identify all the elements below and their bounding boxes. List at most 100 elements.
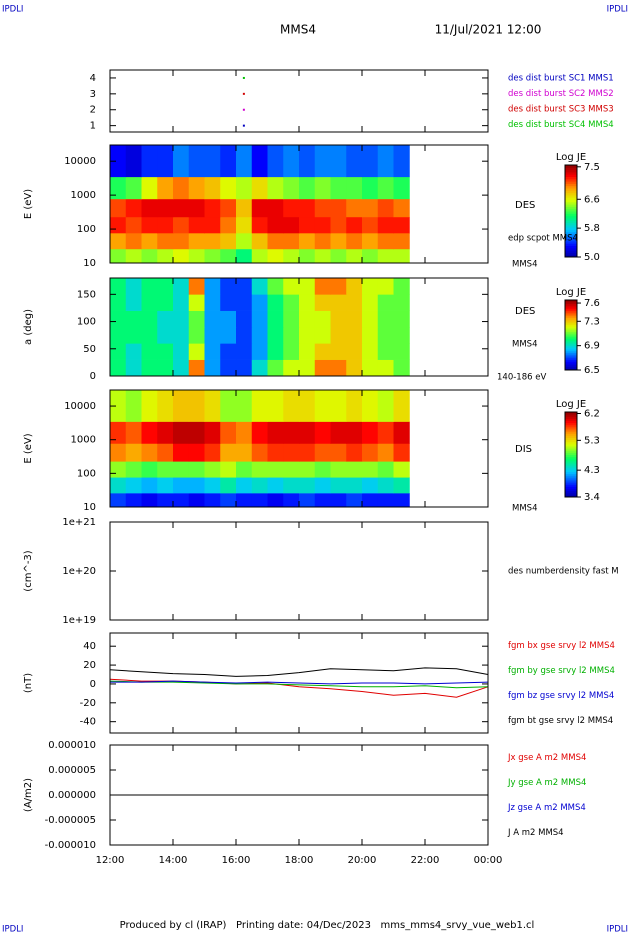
spectrogram-cell bbox=[377, 145, 394, 178]
colorbar-step bbox=[565, 319, 577, 322]
colorbar-step bbox=[565, 475, 577, 479]
spectrogram-cell bbox=[125, 248, 142, 264]
spectrogram-cell bbox=[173, 233, 190, 250]
colorbar-step bbox=[565, 359, 577, 362]
spectrogram-cell bbox=[141, 216, 158, 234]
colorbar-step bbox=[565, 227, 577, 230]
spectrogram-cell bbox=[283, 145, 300, 178]
colorbar-step bbox=[565, 217, 577, 221]
spectrogram-cell bbox=[204, 278, 221, 295]
spectrogram-cell bbox=[188, 145, 205, 178]
spectrogram-cell bbox=[125, 216, 142, 234]
spectrogram-cell bbox=[141, 443, 158, 462]
spectrogram-cell bbox=[251, 176, 268, 200]
spectrogram-cell bbox=[346, 278, 363, 295]
colorbar-step bbox=[565, 336, 577, 339]
colorbar-step bbox=[565, 361, 577, 364]
colorbar-step bbox=[565, 454, 577, 458]
spectrogram-cell bbox=[346, 390, 363, 422]
spectrogram-cell bbox=[267, 248, 284, 264]
spectrogram-cell bbox=[188, 248, 205, 264]
spectrogram-cell bbox=[330, 216, 347, 234]
colorbar-step bbox=[565, 366, 577, 369]
spectrogram-cell bbox=[267, 233, 284, 250]
colorbar-step bbox=[565, 326, 577, 329]
spectrogram-cell bbox=[157, 461, 174, 478]
colorbar-tick-label: 6.9 bbox=[584, 341, 600, 352]
colorbar-step bbox=[565, 185, 577, 189]
spectrogram-cell bbox=[267, 461, 284, 478]
spectrogram-cell bbox=[299, 233, 316, 250]
colorbar-step bbox=[565, 329, 577, 332]
spectrogram-cell bbox=[236, 390, 253, 422]
spectrogram-cell bbox=[188, 198, 205, 218]
spectrogram-cell bbox=[362, 477, 379, 494]
spectrogram-cell bbox=[377, 359, 394, 377]
colorbar-step bbox=[565, 416, 577, 419]
colorbar-tick-label: 6.6 bbox=[584, 194, 600, 205]
colorbar-step bbox=[565, 469, 577, 472]
legend-entry: des dist burst SC3 MMS3 bbox=[508, 104, 614, 114]
y-tick-label: 20 bbox=[83, 660, 96, 671]
spectrogram-cell bbox=[377, 294, 394, 311]
spectrogram-cell bbox=[141, 294, 158, 311]
spectrogram-cell bbox=[125, 145, 142, 178]
spectrogram-cell bbox=[220, 390, 237, 422]
burst-mark bbox=[242, 108, 245, 111]
spectrogram-cell bbox=[346, 216, 363, 234]
spectrogram-cell bbox=[314, 176, 331, 200]
spectrogram-cell bbox=[377, 176, 394, 200]
colorbar-step bbox=[565, 333, 577, 336]
spectrogram-cell bbox=[393, 493, 410, 508]
spectrogram-cell bbox=[125, 443, 142, 462]
spectrogram-cell bbox=[283, 461, 300, 478]
spectrogram-cell bbox=[204, 216, 221, 234]
colorbar-step bbox=[565, 350, 577, 353]
y-tick-label: 100 bbox=[77, 224, 96, 235]
side-label: 140-186 eV bbox=[497, 373, 546, 383]
spectrogram-cell bbox=[141, 390, 158, 422]
spectrogram-cell bbox=[204, 145, 221, 178]
spectrogram-cell bbox=[220, 461, 237, 478]
spectrogram-cell bbox=[283, 233, 300, 250]
legend-entry: des numberdensity fast M bbox=[508, 567, 619, 577]
spectrogram-cell bbox=[393, 477, 410, 494]
spectrogram-cell bbox=[251, 233, 268, 250]
colorbar-step bbox=[565, 363, 577, 366]
x-tick-label: 18:00 bbox=[285, 855, 314, 866]
burst-mark bbox=[242, 92, 245, 95]
spectrogram-cell bbox=[267, 198, 284, 218]
colorbar-step bbox=[565, 167, 577, 171]
spectrogram-cell bbox=[173, 443, 190, 462]
y-tick-label: 4 bbox=[90, 73, 96, 84]
colorbar-tick-label: 5.8 bbox=[584, 223, 600, 234]
side-label: DES bbox=[515, 200, 535, 211]
legend-entry: Jx gse A m2 MMS4 bbox=[507, 753, 586, 763]
spectrogram-cell bbox=[393, 294, 410, 311]
colorbar-step bbox=[565, 307, 577, 310]
colorbar-step bbox=[565, 452, 577, 455]
y-tick-label: 1e+21 bbox=[62, 517, 96, 528]
spectrogram-cell bbox=[236, 343, 253, 360]
spectrogram-cell bbox=[393, 216, 410, 234]
spectrogram-cell bbox=[157, 359, 174, 377]
colorbar-step bbox=[565, 252, 577, 256]
side-label: DES bbox=[515, 306, 535, 317]
spectrogram-cell bbox=[220, 327, 237, 344]
colorbar-step bbox=[565, 254, 577, 258]
panel-frame bbox=[109, 521, 489, 621]
spectrogram-cell bbox=[346, 477, 363, 494]
spectrogram-cell bbox=[110, 198, 127, 218]
legend-entry: J A m2 MMS4 bbox=[507, 828, 564, 838]
spectrogram-cell bbox=[236, 421, 253, 444]
spectrogram-cell bbox=[362, 461, 379, 478]
spectrogram-cell bbox=[188, 390, 205, 422]
spectrogram-cell bbox=[377, 278, 394, 295]
colorbar-step bbox=[565, 448, 577, 451]
corner-label: IPDLI bbox=[607, 925, 628, 934]
spectrogram-cell bbox=[204, 390, 221, 422]
colorbar-step bbox=[565, 347, 577, 350]
spectrogram-cell bbox=[188, 327, 205, 344]
y-tick-label: 0.000010 bbox=[48, 740, 96, 751]
spectrogram-cell bbox=[283, 493, 300, 508]
